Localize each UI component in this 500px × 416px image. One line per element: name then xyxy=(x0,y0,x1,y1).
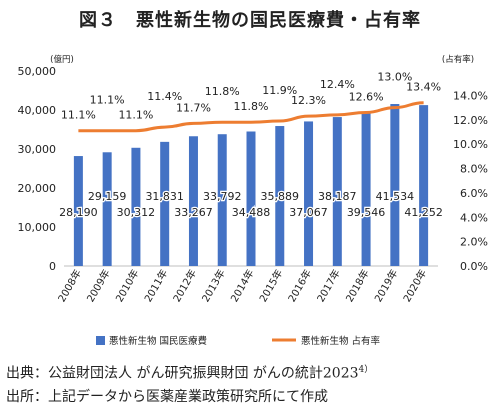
line-series xyxy=(78,101,424,133)
line-data-label: 13.4% xyxy=(406,81,441,94)
left-axis-tick-label: 20,000 xyxy=(18,182,57,195)
right-axis-tick-label: 12.0% xyxy=(453,114,488,127)
line-data-label: 11.7% xyxy=(176,101,211,114)
left-axis-tick-label: 10,000 xyxy=(18,221,57,234)
right-axis-tick-label: 14.0% xyxy=(453,89,488,102)
line-data-label: 11.4% xyxy=(147,90,182,103)
x-axis-tick-label: 2017年 xyxy=(314,267,343,304)
bar-data-label: 30,312 xyxy=(117,206,156,219)
bar xyxy=(131,147,141,266)
x-axis-tick-label: 2010年 xyxy=(113,267,142,304)
line-data-label: 13.0% xyxy=(377,71,412,84)
bar-data-label: 37,067 xyxy=(289,206,328,219)
left-axis-tick-label: 0 xyxy=(49,260,56,273)
origin-note: 出所：上記データから医薬産業政策研究所にて作成 xyxy=(6,389,328,405)
x-axis-tick-label: 2008年 xyxy=(55,267,84,304)
bar-data-label: 38,187 xyxy=(318,190,357,203)
bar xyxy=(419,105,429,266)
right-axis-tick-label: 6.0% xyxy=(460,187,488,200)
source-note: 出典：公益財団法人 がん研究振興財団 がんの統計20234） xyxy=(6,362,373,383)
bar-data-label: 29,159 xyxy=(88,190,127,203)
chart-plot: (億円) (占有率) 0 10,000 20,000 30,000 40,000 50,0… xyxy=(18,54,489,347)
bar-data-labels: 28,190 29,159 30,312 31,831 33,267 33,792 34,4… xyxy=(58,189,444,221)
right-axis-tick-label: 10.0% xyxy=(453,138,488,151)
legend-bar-label: 悪性新生物 国民医療費 xyxy=(109,335,207,347)
left-axis-ticks: 0 10,000 20,000 30,000 40,000 50,000 xyxy=(18,65,57,273)
bar xyxy=(246,131,256,266)
bar xyxy=(73,156,83,266)
line-data-label: 12.3% xyxy=(291,94,326,107)
bar-data-label: 34,488 xyxy=(232,206,271,219)
source-reference: 4） xyxy=(358,365,374,375)
bar-data-label: 39,546 xyxy=(347,206,386,219)
right-axis-tick-label: 0.0% xyxy=(460,260,488,273)
bar-data-label: 41,252 xyxy=(404,206,443,219)
line-data-label: 11.8% xyxy=(234,100,269,113)
x-axis-tick-label: 2009年 xyxy=(84,267,113,304)
right-axis-tick-label: 8.0% xyxy=(460,163,488,176)
bar xyxy=(390,104,400,267)
x-axis-tick-label: 2011年 xyxy=(141,267,170,304)
bar xyxy=(275,126,285,266)
x-axis-tick-label: 2019年 xyxy=(371,267,400,304)
line-data-label: 12.4% xyxy=(320,78,355,91)
right-axis-ticks: 0.0% 2.0% 4.0% 6.0% 8.0% 10.0% 12.0% 14.0% xyxy=(453,89,488,273)
x-axis-tick-label: 2018年 xyxy=(343,267,372,304)
right-axis-tick-label: 4.0% xyxy=(460,211,488,224)
bar-data-label: 35,889 xyxy=(261,190,300,203)
legend: 悪性新生物 国民医療費 悪性新生物 占有率 xyxy=(96,335,381,347)
bar-data-label: 31,831 xyxy=(145,190,184,203)
line-data-label: 11.8% xyxy=(205,85,240,98)
line-path xyxy=(78,101,424,133)
legend-bar-swatch xyxy=(96,336,105,345)
line-data-label: 11.1% xyxy=(61,109,96,122)
bar xyxy=(361,111,371,266)
left-axis-tick-label: 30,000 xyxy=(18,143,57,156)
left-axis-tick-label: 50,000 xyxy=(18,65,57,78)
bar xyxy=(188,136,198,266)
bar-data-label: 28,190 xyxy=(59,206,98,219)
line-data-label: 11.1% xyxy=(90,94,125,107)
x-axis-ticks: 2008年 2009年 2010年 2011年 2012年 2013年 2014年 2015年… xyxy=(55,267,429,304)
line-data-label: 11.1% xyxy=(118,109,153,122)
right-axis-unit-label: (占有率) xyxy=(442,54,474,65)
x-axis-tick-label: 2015年 xyxy=(256,267,285,304)
bar xyxy=(102,152,112,266)
source-text: 出典：公益財団法人 がん研究振興財団 がんの統計2023 xyxy=(6,365,359,382)
legend-line-label: 悪性新生物 占有率 xyxy=(301,335,381,347)
line-data-label: 12.6% xyxy=(349,90,384,103)
line-data-labels: 11.1% 11.1% 11.1% 11.4%11.7% 11.8% 11.8% 11.9%… xyxy=(60,69,443,123)
bar-data-label: 41,534 xyxy=(376,190,415,203)
bar xyxy=(332,117,342,266)
bar xyxy=(304,121,314,267)
right-axis-tick-label: 2.0% xyxy=(460,236,488,249)
x-axis-tick-label: 2016年 xyxy=(285,267,314,304)
bar-data-label: 33,267 xyxy=(174,206,213,219)
left-axis-unit-label: (億円) xyxy=(50,54,74,65)
x-axis-tick-label: 2014年 xyxy=(228,267,257,304)
x-axis-tick-label: 2020年 xyxy=(400,267,429,304)
bar-series xyxy=(73,104,429,267)
x-axis-tick-label: 2013年 xyxy=(199,267,228,304)
chart-title: 図３ 悪性新生物の国民医療費・占有率 xyxy=(79,10,421,31)
left-axis-tick-label: 40,000 xyxy=(18,104,57,117)
bar-data-label: 33,792 xyxy=(203,190,242,203)
line-data-label: 11.9% xyxy=(262,84,297,97)
bar xyxy=(217,134,227,266)
x-axis-tick-label: 2012年 xyxy=(170,267,199,304)
bar xyxy=(160,141,170,266)
